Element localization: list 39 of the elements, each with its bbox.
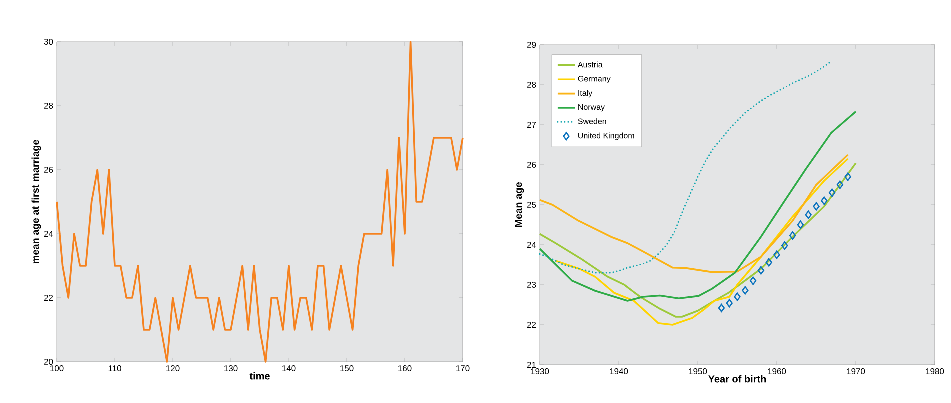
y-tick-label: 28 (527, 82, 536, 88)
y-tick-label: 26 (527, 162, 536, 168)
x-tick-label: 100 (50, 366, 64, 372)
y-tick-label: 26 (44, 166, 54, 173)
x-tick-label: 1970 (847, 368, 866, 375)
legend-label: United Kingdom (578, 132, 634, 140)
x-tick-label: 130 (224, 366, 238, 372)
legend-label: Italy (578, 90, 593, 98)
x-tick-label: 1960 (768, 368, 786, 375)
x-tick-label: 1930 (531, 368, 550, 375)
y-tick-label: 27 (527, 122, 536, 128)
legend-label: Sweden (578, 118, 606, 124)
y-tick-label: 30 (44, 38, 54, 45)
legend-label: Norway (578, 104, 606, 112)
x-tick-label: 160 (398, 366, 412, 372)
x-tick-label: 1940 (610, 368, 628, 375)
x-tick-label: 170 (456, 366, 470, 372)
y-tick-label: 24 (527, 242, 536, 248)
y-tick-label: 24 (44, 231, 54, 237)
legend-label: Austria (578, 62, 603, 68)
y-tick-label: 29 (527, 42, 536, 48)
y-tick-label: 20 (44, 358, 54, 365)
y-tick-label: 23 (527, 282, 536, 288)
x-tick-label: 140 (282, 366, 296, 372)
x-axis-title: Year of birth (708, 375, 766, 383)
y-tick-label: 25 (527, 202, 536, 208)
y-tick-label: 22 (527, 322, 536, 328)
x-tick-label: 150 (340, 366, 354, 372)
legend-label: Germany (578, 76, 611, 84)
y-tick-label: 21 (527, 362, 536, 368)
x-tick-label: 1950 (689, 368, 708, 375)
x-axis-title: time (250, 372, 270, 380)
y-axis-title: Mean age (515, 182, 524, 228)
x-tick-label: 1980 (926, 368, 944, 375)
y-tick-label: 22 (44, 295, 54, 301)
x-tick-label: 120 (166, 366, 180, 372)
x-tick-label: 110 (108, 366, 122, 372)
y-axis-title: mean age at first marriage (32, 140, 42, 264)
y-tick-label: 28 (44, 102, 54, 109)
